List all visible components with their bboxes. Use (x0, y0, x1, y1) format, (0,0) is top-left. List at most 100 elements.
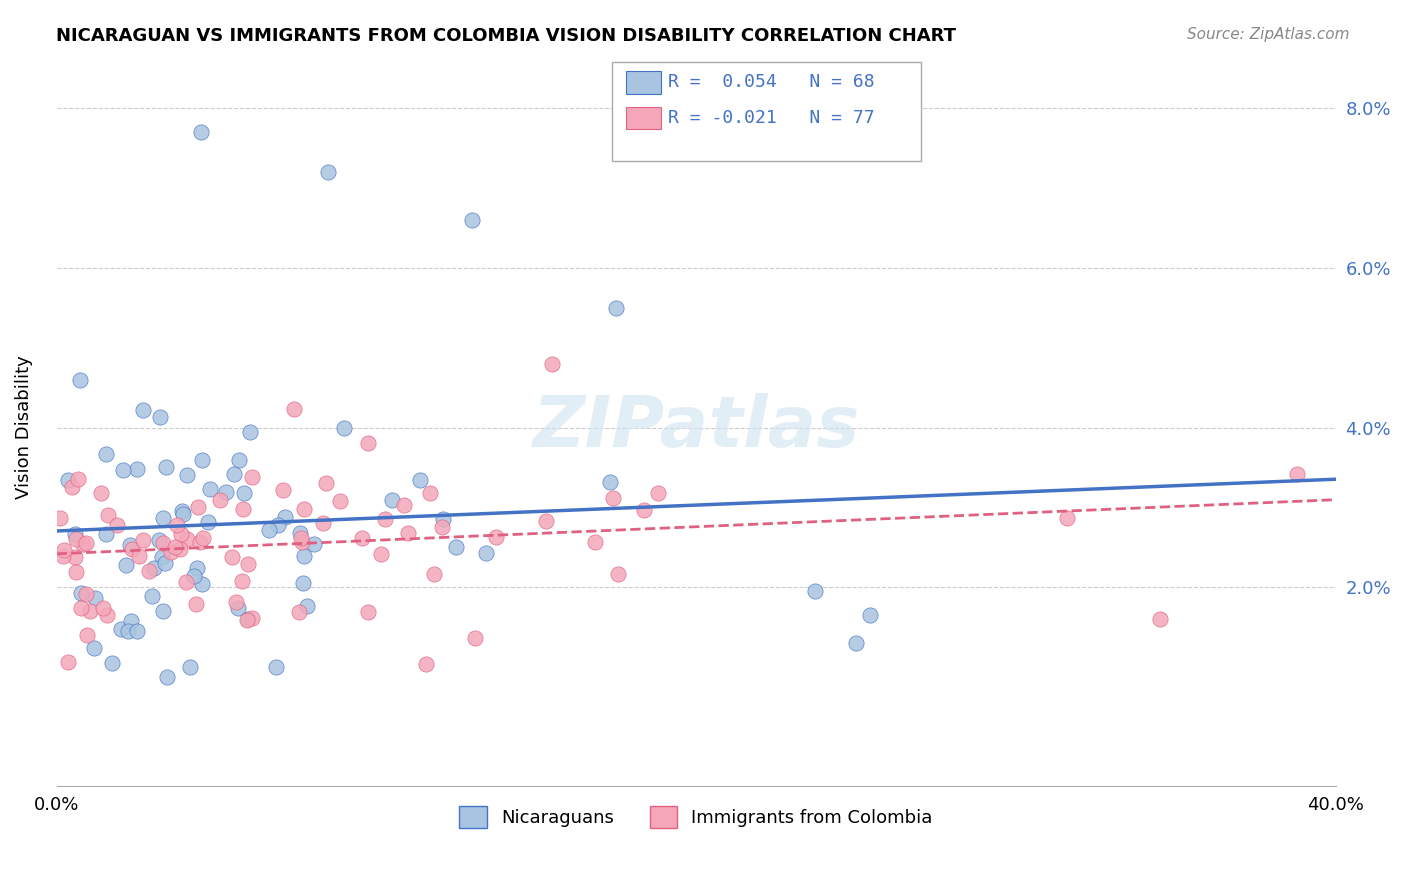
Immigrants from Colombia (132, 533, 155, 547)
Immigrants from Colombia (419, 486, 441, 500)
Immigrants from Colombia (67, 471, 90, 485)
Immigrants from Colombia (357, 605, 380, 619)
Nicaraguans (599, 475, 621, 490)
Nicaraguans (150, 550, 173, 565)
Immigrants from Colombia (56, 655, 79, 669)
Immigrants from Colombia (166, 517, 188, 532)
Nicaraguans (191, 577, 214, 591)
Nicaraguans (803, 583, 825, 598)
Nicaraguans (120, 614, 142, 628)
Nicaraguans (228, 452, 250, 467)
Immigrants from Colombia (174, 575, 197, 590)
Text: Source: ZipAtlas.com: Source: ZipAtlas.com (1187, 27, 1350, 42)
Immigrants from Colombia (169, 541, 191, 556)
Immigrants from Colombia (1149, 612, 1171, 626)
Immigrants from Colombia (60, 480, 83, 494)
Nicaraguans (274, 509, 297, 524)
Nicaraguans (179, 660, 201, 674)
Immigrants from Colombia (70, 601, 93, 615)
Immigrants from Colombia (236, 558, 259, 572)
Immigrants from Colombia (79, 604, 101, 618)
Nicaraguans (302, 537, 325, 551)
Immigrants from Colombia (65, 533, 87, 547)
Nicaraguans (200, 482, 222, 496)
Immigrants from Colombia (225, 595, 247, 609)
Nicaraguans (859, 607, 882, 622)
Nicaraguans (233, 486, 256, 500)
Nicaraguans (239, 425, 262, 440)
Nicaraguans (291, 576, 314, 591)
Immigrants from Colombia (541, 357, 564, 371)
Immigrants from Colombia (647, 486, 669, 500)
Immigrants from Colombia (52, 542, 75, 557)
Nicaraguans (155, 459, 177, 474)
Nicaraguans (475, 545, 498, 559)
Nicaraguans (96, 527, 118, 541)
Nicaraguans (226, 601, 249, 615)
Nicaraguans (84, 591, 107, 606)
Nicaraguans (222, 467, 245, 482)
Nicaraguans (295, 599, 318, 613)
Immigrants from Colombia (283, 401, 305, 416)
Nicaraguans (115, 558, 138, 572)
Immigrants from Colombia (170, 526, 193, 541)
Text: ZIPatlas: ZIPatlas (533, 393, 860, 462)
Immigrants from Colombia (105, 518, 128, 533)
Nicaraguans (176, 468, 198, 483)
Immigrants from Colombia (221, 549, 243, 564)
Nicaraguans (149, 410, 172, 425)
Immigrants from Colombia (65, 565, 87, 579)
Immigrants from Colombia (90, 486, 112, 500)
Nicaraguans (257, 523, 280, 537)
Nicaraguans (152, 604, 174, 618)
Nicaraguans (143, 561, 166, 575)
Immigrants from Colombia (236, 613, 259, 627)
Nicaraguans (94, 447, 117, 461)
Immigrants from Colombia (97, 508, 120, 523)
Immigrants from Colombia (315, 476, 337, 491)
Immigrants from Colombia (370, 547, 392, 561)
Immigrants from Colombia (352, 531, 374, 545)
Immigrants from Colombia (415, 657, 437, 671)
Immigrants from Colombia (329, 494, 352, 508)
Immigrants from Colombia (159, 545, 181, 559)
Immigrants from Colombia (176, 532, 198, 546)
Immigrants from Colombia (72, 536, 94, 550)
Immigrants from Colombia (288, 605, 311, 619)
Nicaraguans (292, 549, 315, 564)
Nicaraguans (461, 213, 484, 227)
Immigrants from Colombia (232, 501, 254, 516)
Immigrants from Colombia (312, 516, 335, 530)
Nicaraguans (110, 622, 132, 636)
Nicaraguans (70, 585, 93, 599)
Immigrants from Colombia (188, 535, 211, 549)
Nicaraguans (172, 507, 194, 521)
Nicaraguans (191, 453, 214, 467)
Nicaraguans (112, 463, 135, 477)
Nicaraguans (118, 538, 141, 552)
Immigrants from Colombia (240, 611, 263, 625)
Y-axis label: Vision Disability: Vision Disability (15, 356, 32, 500)
Nicaraguans (117, 624, 139, 638)
Nicaraguans (432, 512, 454, 526)
Immigrants from Colombia (152, 535, 174, 549)
Nicaraguans (381, 493, 404, 508)
Immigrants from Colombia (583, 535, 606, 549)
Immigrants from Colombia (138, 564, 160, 578)
Nicaraguans (141, 589, 163, 603)
Immigrants from Colombia (356, 436, 378, 450)
Nicaraguans (190, 125, 212, 139)
Immigrants from Colombia (96, 607, 118, 622)
Immigrants from Colombia (536, 514, 558, 528)
Immigrants from Colombia (165, 541, 187, 555)
Nicaraguans (156, 670, 179, 684)
Immigrants from Colombia (392, 499, 415, 513)
Immigrants from Colombia (1056, 511, 1078, 525)
Immigrants from Colombia (184, 597, 207, 611)
Nicaraguans (69, 373, 91, 387)
Immigrants from Colombia (75, 536, 97, 550)
Nicaraguans (446, 541, 468, 555)
Nicaraguans (58, 473, 80, 487)
Immigrants from Colombia (602, 491, 624, 505)
Nicaraguans (186, 561, 208, 575)
